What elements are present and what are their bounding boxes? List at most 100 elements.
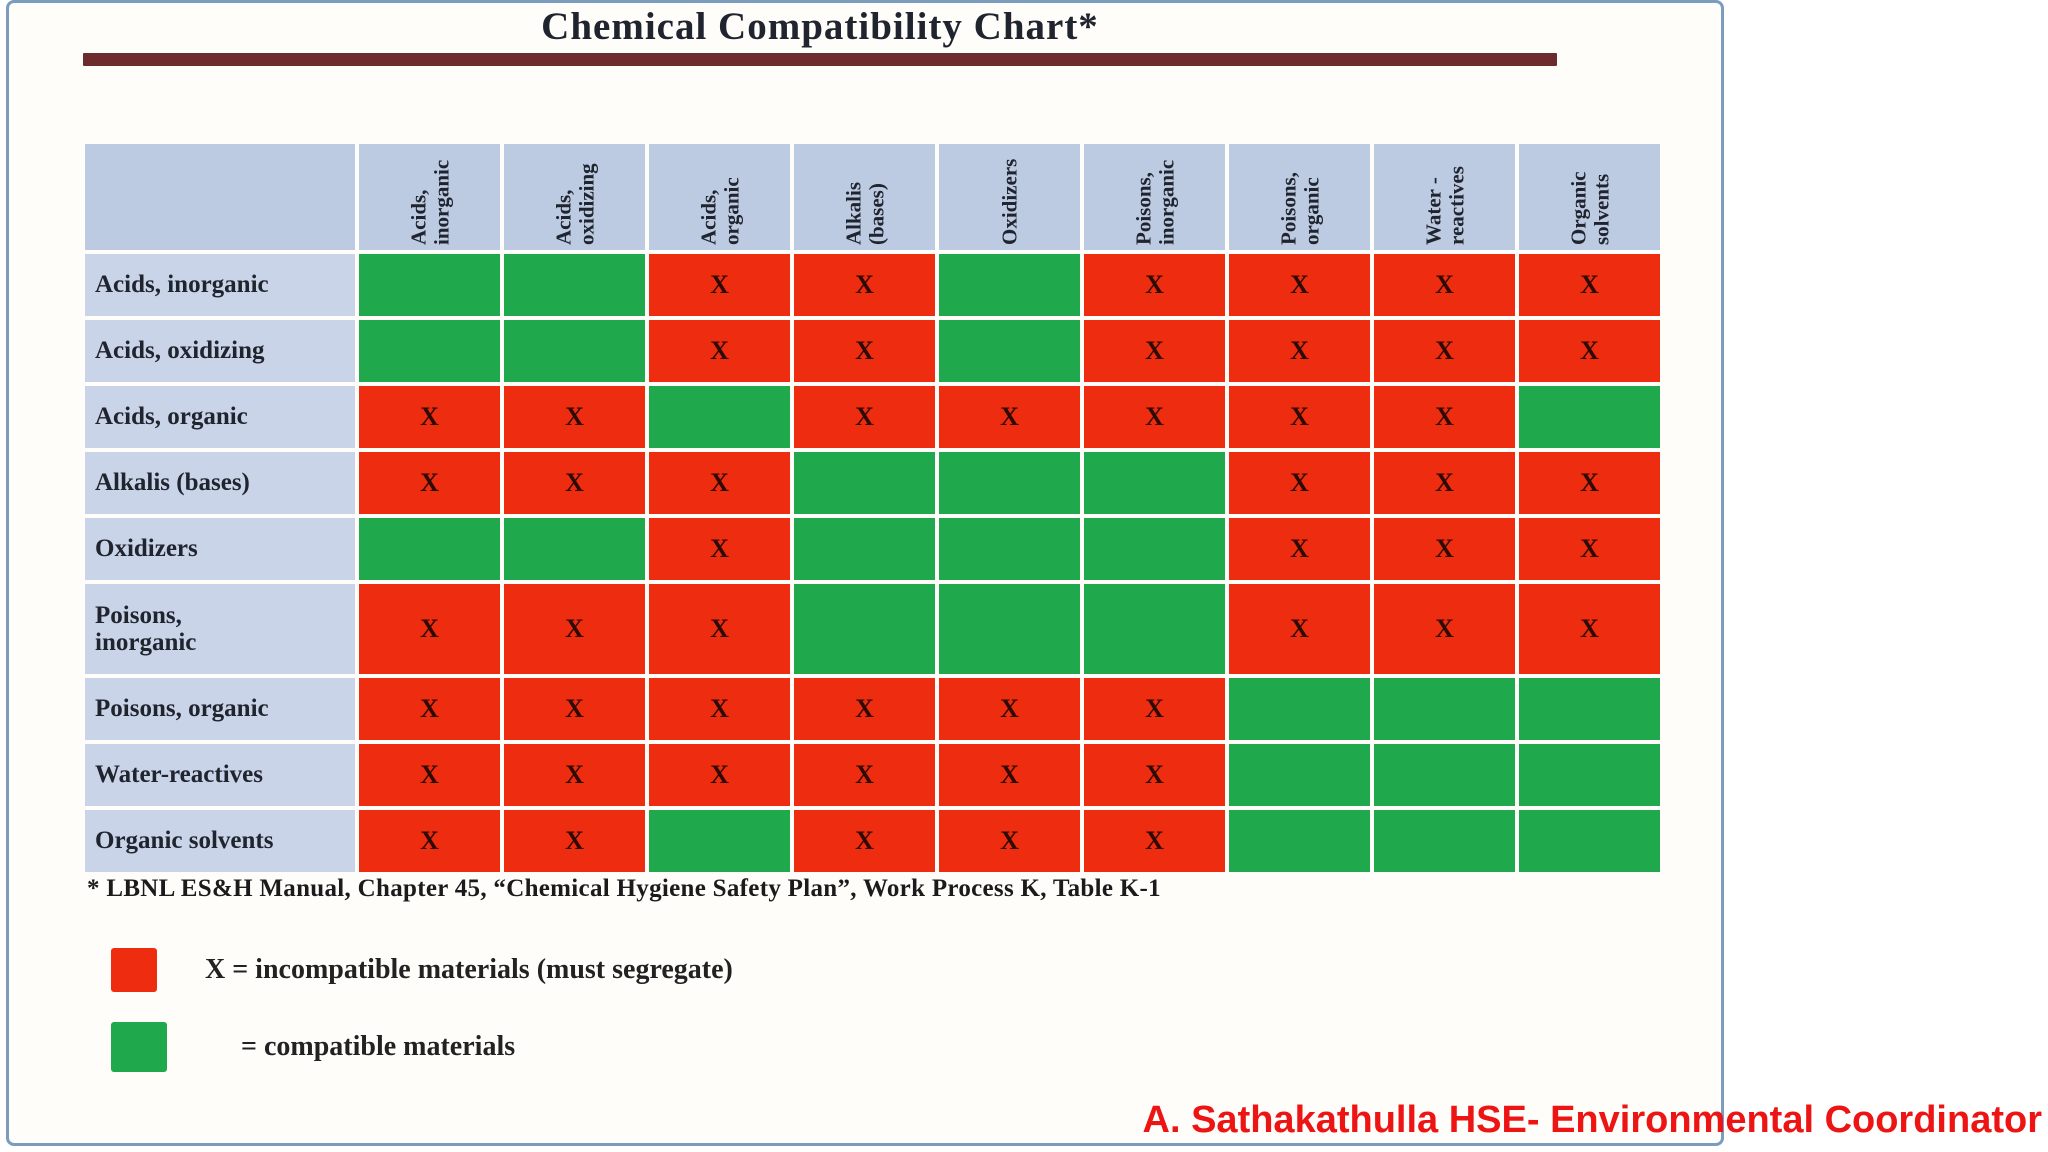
matrix-cell: X (504, 678, 645, 740)
matrix-cell (794, 518, 935, 580)
row-header: Acids, oxidizing (85, 320, 355, 382)
row-header: Alkalis (bases) (85, 452, 355, 514)
column-header-label: Poisons, inorganic (1130, 159, 1178, 245)
matrix-cell: X (359, 452, 500, 514)
matrix-cell: X (1519, 584, 1660, 674)
matrix-cell: X (1229, 584, 1370, 674)
column-header: Organic solvents (1519, 144, 1660, 250)
matrix-cell: X (504, 584, 645, 674)
column-header: Poisons, inorganic (1084, 144, 1225, 250)
matrix-cell (939, 452, 1080, 514)
legend: X = incompatible materials (must segrega… (111, 948, 733, 1072)
column-header-label: Organic solvents (1565, 171, 1613, 246)
legend-compatible-label: = compatible materials (241, 1031, 516, 1062)
matrix-cell (1374, 678, 1515, 740)
column-header: Oxidizers (939, 144, 1080, 250)
matrix-cell: X (649, 452, 790, 514)
compatibility-matrix: Acids, inorganic Acids, oxidizing Acids, o… (85, 144, 1660, 872)
matrix-cell: X (1084, 254, 1225, 316)
matrix-cell (1374, 810, 1515, 872)
matrix-cell: X (359, 584, 500, 674)
matrix-cell (794, 452, 935, 514)
legend-incompatible-label: X = incompatible materials (must segrega… (205, 954, 733, 985)
column-header-label: Oxidizers (997, 158, 1022, 245)
matrix-cell (649, 386, 790, 448)
title-underline-bar (83, 52, 1557, 66)
row-header: Oxidizers (85, 518, 355, 580)
row-header: Poisons, organic (85, 678, 355, 740)
column-header-label: Acids, oxidizing (550, 163, 598, 245)
matrix-cell (1519, 810, 1660, 872)
matrix-cell: X (1084, 320, 1225, 382)
matrix-cell (939, 584, 1080, 674)
matrix-cell: X (504, 744, 645, 806)
matrix-cell: X (1374, 584, 1515, 674)
matrix-cell (794, 584, 935, 674)
matrix-cell: X (1229, 254, 1370, 316)
matrix-cell: X (649, 320, 790, 382)
matrix-cell: X (939, 386, 1080, 448)
matrix-cell (1229, 810, 1370, 872)
matrix-cell: X (794, 810, 935, 872)
column-header: Poisons, organic (1229, 144, 1370, 250)
matrix-cell (1519, 678, 1660, 740)
matrix-cell: X (1519, 518, 1660, 580)
matrix-cell: X (1374, 386, 1515, 448)
credit-text: A. Sathakathulla HSE- Environmental Coor… (1142, 1099, 2042, 1141)
matrix-cell (1084, 584, 1225, 674)
incompatible-color-swatch (111, 948, 157, 992)
matrix-cell (1229, 744, 1370, 806)
matrix-cell: X (504, 810, 645, 872)
matrix-cell (1374, 744, 1515, 806)
matrix-cell (649, 810, 790, 872)
matrix-cell (504, 518, 645, 580)
matrix-cell (359, 518, 500, 580)
matrix-cell: X (649, 254, 790, 316)
matrix-cell: X (504, 452, 645, 514)
matrix-cell: X (794, 678, 935, 740)
matrix-corner-cell (85, 144, 355, 250)
column-header-label: Acids, organic (695, 177, 743, 245)
legend-item-compatible: = compatible materials (111, 1022, 733, 1072)
column-header: Water - reactives (1374, 144, 1515, 250)
matrix-cell: X (939, 810, 1080, 872)
matrix-cell: X (359, 744, 500, 806)
matrix-cell (504, 254, 645, 316)
matrix-cell: X (359, 810, 500, 872)
matrix-cell: X (1374, 518, 1515, 580)
column-header: Acids, oxidizing (504, 144, 645, 250)
page-title: Chemical Compatibility Chart* (541, 5, 1099, 48)
matrix-cell: X (1084, 744, 1225, 806)
matrix-cell (939, 518, 1080, 580)
matrix-cell (1229, 678, 1370, 740)
matrix-cell (1084, 452, 1225, 514)
matrix-cell (1519, 744, 1660, 806)
column-header: Acids, organic (649, 144, 790, 250)
matrix-cell: X (359, 386, 500, 448)
column-header: Acids, inorganic (359, 144, 500, 250)
matrix-cell: X (1229, 518, 1370, 580)
column-header-label: Acids, inorganic (405, 159, 453, 245)
matrix-cell: X (794, 254, 935, 316)
matrix-cell: X (1229, 452, 1370, 514)
matrix-cell: X (649, 678, 790, 740)
matrix-cell (939, 320, 1080, 382)
footnote: * LBNL ES&H Manual, Chapter 45, “Chemica… (87, 875, 1161, 902)
row-header: Poisons, inorganic (85, 584, 355, 674)
matrix-cell (1084, 518, 1225, 580)
row-header: Water-reactives (85, 744, 355, 806)
matrix-cell: X (794, 320, 935, 382)
column-header-label: Poisons, organic (1275, 172, 1323, 245)
matrix-cell: X (1519, 254, 1660, 316)
matrix-cell: X (1084, 810, 1225, 872)
matrix-cell: X (1519, 452, 1660, 514)
matrix-cell: X (1519, 320, 1660, 382)
matrix-cell (359, 254, 500, 316)
column-header: Alkalis (bases) (794, 144, 935, 250)
matrix-cell: X (649, 584, 790, 674)
matrix-cell: X (1229, 386, 1370, 448)
matrix-cell: X (939, 678, 1080, 740)
matrix-cell: X (939, 744, 1080, 806)
column-header-label: Water - reactives (1420, 166, 1468, 245)
matrix-cell: X (794, 386, 935, 448)
